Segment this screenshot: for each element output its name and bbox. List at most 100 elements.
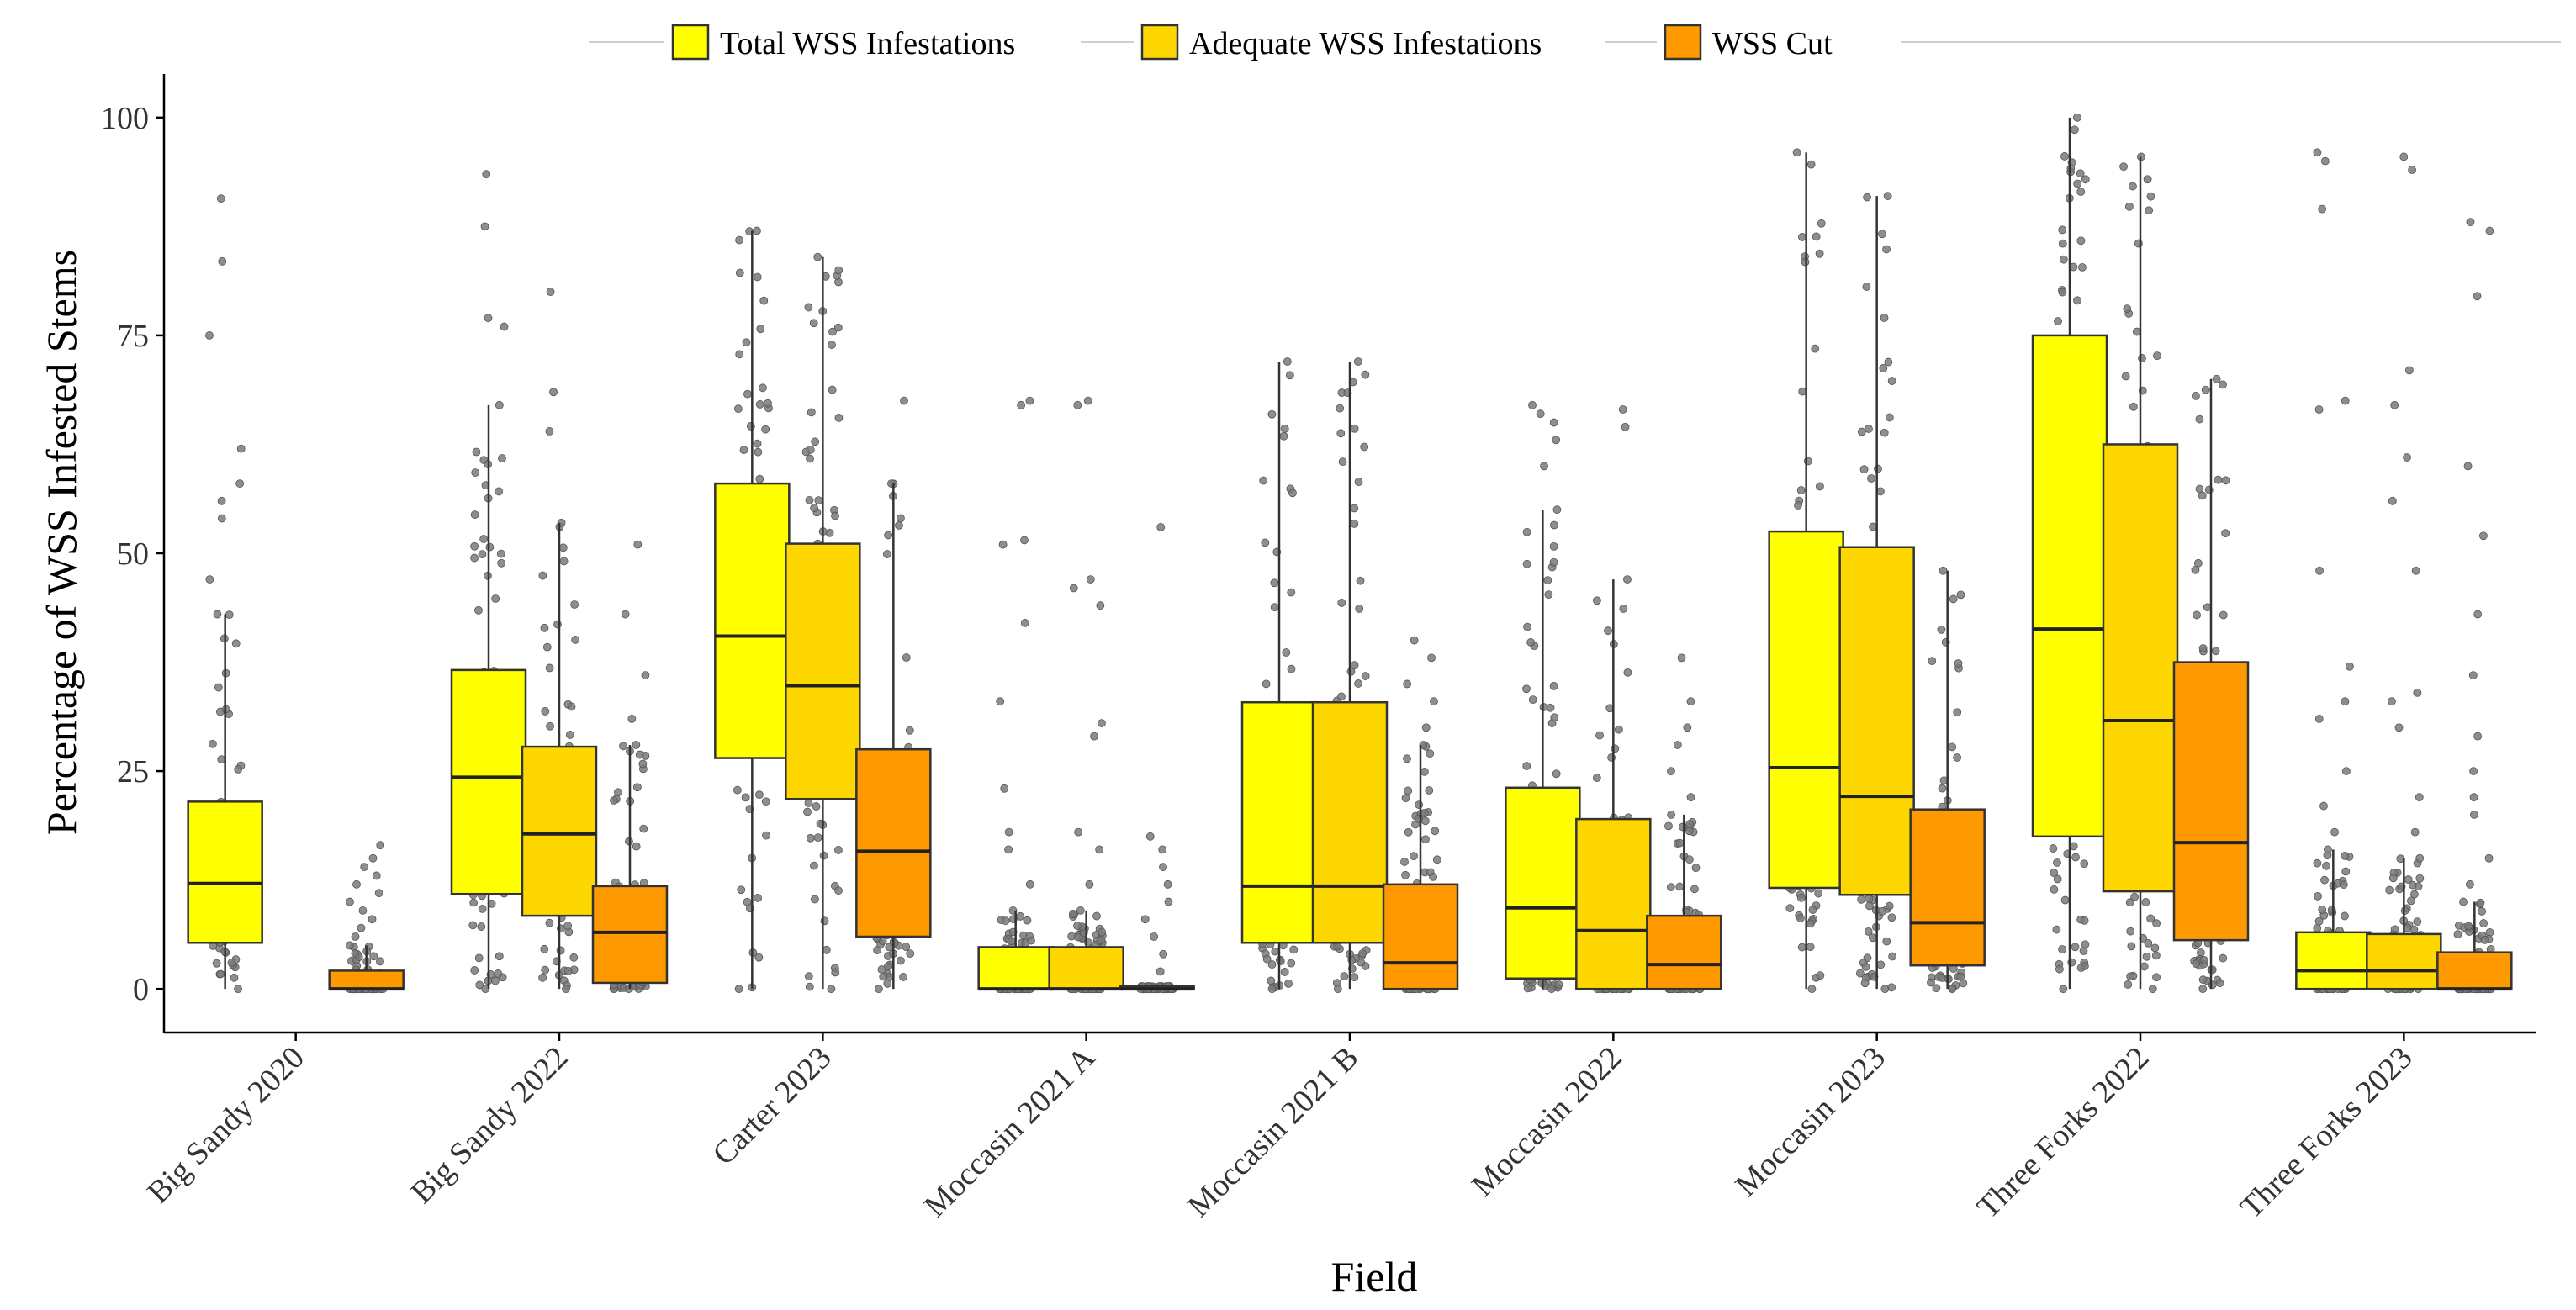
data-point [883,979,892,988]
data-point [540,944,549,953]
data-point [2339,880,2348,889]
legend: Total WSS Infestations Adequate WSS Infes… [589,18,2561,66]
data-point [1954,659,1963,668]
data-point [2212,374,2221,383]
data-point [2404,875,2413,884]
data-point [1025,396,1034,405]
data-point [1857,427,1866,436]
data-point [1420,767,1429,776]
data-point [753,439,762,448]
data-point [376,957,384,966]
data-point [1664,821,1673,831]
data-point [1552,505,1562,515]
data-point [1880,428,1889,437]
data-point [2145,206,2154,215]
data-point [2410,827,2420,837]
data-point [2314,405,2324,414]
data-point [895,520,903,530]
data-point [1420,808,1429,817]
data-point [205,575,214,584]
data-point [477,922,486,931]
data-point [2219,953,2228,963]
data-point [478,550,487,559]
data-point [639,824,648,833]
data-point [2152,973,2161,982]
box-total-wss-infestations-three-forks-2022 [2031,117,2108,990]
data-point [2324,845,2332,854]
data-point [496,549,505,558]
data-point [1336,429,1346,438]
data-point [2151,951,2161,960]
data-point [1860,979,1870,988]
data-point [231,639,241,648]
data-point [2069,262,2078,272]
data-point [1816,971,1825,980]
data-point [351,932,360,941]
data-point [761,797,770,806]
data-point [833,323,843,332]
data-point [1595,731,1604,740]
data-point [2403,453,2411,462]
data-point [1361,672,1370,680]
data-point [806,833,815,843]
data-point [563,922,573,931]
data-point [1016,911,1025,921]
data-point [2191,391,2200,400]
data-point [500,322,509,331]
data-point [2480,935,2489,944]
data-point [1884,357,1893,367]
data-point [759,296,769,305]
data-point [1812,232,1821,241]
data-point [546,721,554,731]
legend-swatch [671,24,710,61]
data-point [498,454,506,462]
data-point [2193,558,2203,568]
data-point [217,514,226,523]
data-point [376,841,385,850]
box-wss-cut-big-sandy-2022 [591,745,669,990]
data-point [1948,742,1957,752]
y-tick-label: 50 [117,536,149,572]
data-point [2221,529,2230,538]
data-point [902,943,911,951]
x-tick-label: Moccasin 2021 A [918,1039,1103,1224]
data-point [1267,960,1277,969]
data-point [1880,985,1890,994]
data-point [2058,239,2067,248]
data-point [2146,192,2155,201]
data-point [1667,811,1676,819]
legend-swatch [1140,24,1179,61]
data-point [1878,907,1886,916]
data-point [570,600,579,609]
box-body [1646,914,1722,990]
data-point [2411,566,2420,575]
data-point [754,447,763,457]
data-point [235,479,245,488]
data-point [2126,972,2135,981]
data-point [2080,916,2089,925]
data-point [490,976,500,985]
data-point [1806,943,1815,952]
data-point [741,793,750,802]
data-point [1270,578,1279,588]
data-point [569,953,579,962]
box-adequate-wss-infestations-moccasin-2023 [1838,196,1915,990]
data-point [1340,972,1349,981]
box-body [1575,817,1652,990]
data-point [495,487,504,496]
data-point [1287,959,1296,968]
box-body [2102,443,2179,893]
data-point [1685,827,1694,836]
box-body [714,482,791,759]
data-point [1287,664,1296,673]
data-point [1806,919,1815,928]
data-point [1289,945,1299,954]
data-point [2478,531,2488,541]
data-point [1333,985,1342,994]
data-point [2071,853,2080,862]
data-point [1814,889,1823,898]
data-point [896,956,905,965]
data-point [764,399,772,408]
data-point [2049,844,2058,853]
data-point [559,557,569,566]
